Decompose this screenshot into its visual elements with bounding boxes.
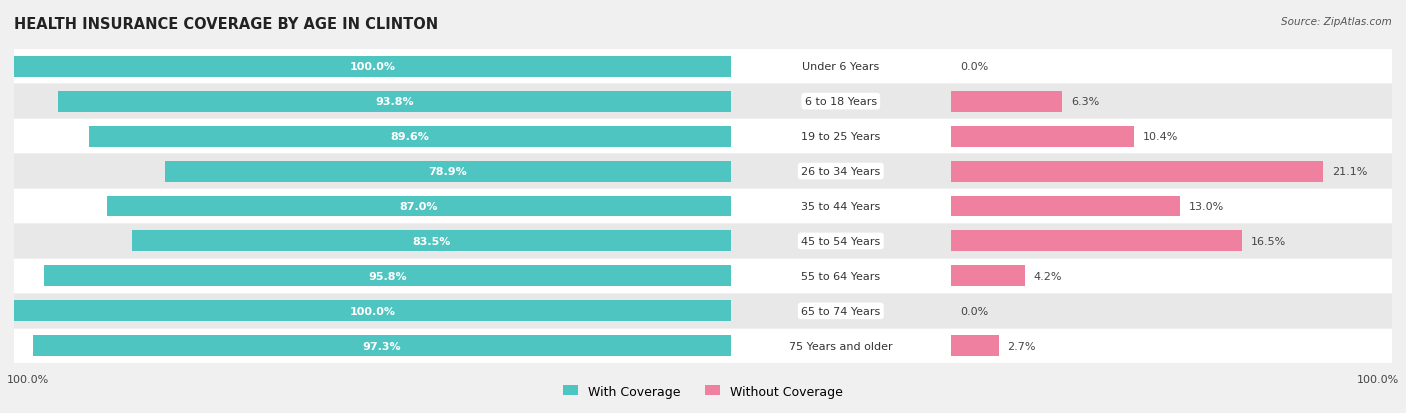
Bar <box>14 50 731 84</box>
Bar <box>950 85 1392 119</box>
Text: 0.0%: 0.0% <box>960 62 988 72</box>
Bar <box>731 50 950 84</box>
Text: 21.1%: 21.1% <box>1331 166 1368 177</box>
Text: 55 to 64 Years: 55 to 64 Years <box>801 271 880 281</box>
Bar <box>950 224 1392 259</box>
Text: 10.4%: 10.4% <box>1143 132 1178 142</box>
Bar <box>14 294 731 328</box>
Bar <box>14 329 731 363</box>
Text: Under 6 Years: Under 6 Years <box>803 62 879 72</box>
Bar <box>14 154 731 189</box>
Bar <box>731 259 950 293</box>
Bar <box>14 224 731 259</box>
Bar <box>950 154 1392 189</box>
Bar <box>731 120 950 154</box>
Bar <box>59 91 731 112</box>
Bar <box>34 335 731 356</box>
Bar <box>950 294 1392 328</box>
Text: 83.5%: 83.5% <box>412 236 450 247</box>
Bar <box>950 120 1392 154</box>
Bar <box>731 85 950 119</box>
Text: 78.9%: 78.9% <box>429 166 467 177</box>
Bar <box>731 190 950 223</box>
Text: 100.0%: 100.0% <box>7 374 49 384</box>
Bar <box>950 335 998 356</box>
Bar <box>950 259 1392 293</box>
Text: 100.0%: 100.0% <box>1357 374 1399 384</box>
Bar <box>14 301 731 322</box>
Text: 97.3%: 97.3% <box>363 341 401 351</box>
Bar <box>731 294 950 328</box>
Bar <box>107 196 731 217</box>
Text: 45 to 54 Years: 45 to 54 Years <box>801 236 880 247</box>
Bar <box>731 154 950 189</box>
Bar <box>950 190 1392 223</box>
Text: 100.0%: 100.0% <box>349 306 395 316</box>
Bar <box>14 259 731 293</box>
Bar <box>950 231 1241 252</box>
Text: 87.0%: 87.0% <box>399 202 439 211</box>
Text: 4.2%: 4.2% <box>1033 271 1063 281</box>
Text: 6.3%: 6.3% <box>1071 97 1099 107</box>
Text: 100.0%: 100.0% <box>349 62 395 72</box>
Text: 16.5%: 16.5% <box>1251 236 1286 247</box>
Text: 19 to 25 Years: 19 to 25 Years <box>801 132 880 142</box>
Text: 0.0%: 0.0% <box>960 306 988 316</box>
Bar <box>950 196 1180 217</box>
Text: 75 Years and older: 75 Years and older <box>789 341 893 351</box>
Text: 95.8%: 95.8% <box>368 271 406 281</box>
Text: HEALTH INSURANCE COVERAGE BY AGE IN CLINTON: HEALTH INSURANCE COVERAGE BY AGE IN CLIN… <box>14 17 439 31</box>
Bar <box>166 161 731 182</box>
Text: 93.8%: 93.8% <box>375 97 413 107</box>
Bar <box>14 57 731 78</box>
Bar <box>950 50 1392 84</box>
Bar <box>950 161 1323 182</box>
Bar <box>14 120 731 154</box>
Text: 89.6%: 89.6% <box>389 132 429 142</box>
Bar <box>44 266 731 287</box>
Bar <box>950 91 1062 112</box>
Bar <box>731 329 950 363</box>
Text: 6 to 18 Years: 6 to 18 Years <box>804 97 877 107</box>
Bar <box>14 85 731 119</box>
Bar <box>950 126 1135 147</box>
Text: 65 to 74 Years: 65 to 74 Years <box>801 306 880 316</box>
Bar <box>950 266 1025 287</box>
Bar <box>132 231 731 252</box>
Bar <box>731 224 950 259</box>
Text: 26 to 34 Years: 26 to 34 Years <box>801 166 880 177</box>
Bar <box>14 190 731 223</box>
Text: Source: ZipAtlas.com: Source: ZipAtlas.com <box>1281 17 1392 26</box>
Text: 2.7%: 2.7% <box>1008 341 1036 351</box>
Text: 13.0%: 13.0% <box>1189 202 1225 211</box>
Bar <box>950 329 1392 363</box>
Bar <box>89 126 731 147</box>
Text: 35 to 44 Years: 35 to 44 Years <box>801 202 880 211</box>
Legend: With Coverage, Without Coverage: With Coverage, Without Coverage <box>558 380 848 403</box>
